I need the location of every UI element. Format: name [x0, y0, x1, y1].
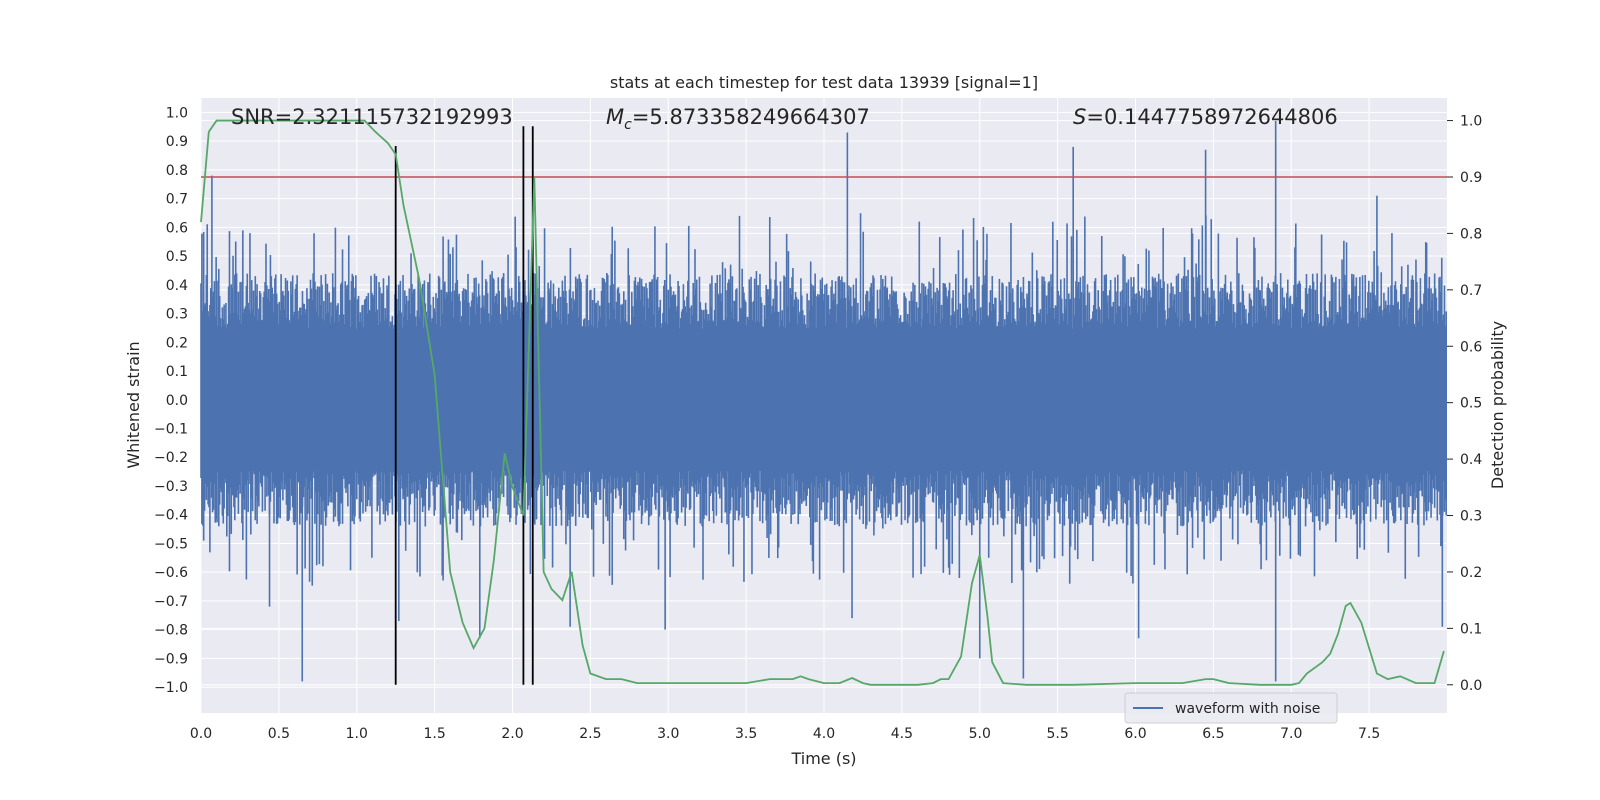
legend-box — [1124, 692, 1338, 724]
legend: waveform with noise — [1124, 692, 1338, 724]
y-left-tick-label: 0.5 — [166, 249, 188, 265]
y-left-tick-label: −0.5 — [154, 536, 188, 552]
y-left-tick-label: −0.7 — [154, 594, 188, 610]
waveform-series — [200, 120, 1448, 682]
x-tick-label: 1.0 — [346, 726, 368, 742]
x-tick-label: 4.5 — [891, 726, 913, 742]
x-tick-label: 0.5 — [268, 726, 290, 742]
x-tick-label: 7.0 — [1280, 726, 1302, 742]
x-tick-label: 6.5 — [1202, 726, 1224, 742]
x-tick-label: 4.0 — [813, 726, 835, 742]
x-tick-label: 3.5 — [735, 726, 757, 742]
s-symbol: S — [1073, 105, 1086, 129]
y-right-tick-label: 0.6 — [1460, 339, 1482, 355]
y-right-tick-label: 0.4 — [1460, 452, 1482, 468]
waveform-core-band — [201, 332, 1447, 468]
chirp-mass-value: =5.873358249664307 — [632, 105, 870, 129]
chirp-mass-annotation: Mc=5.873358249664307 — [606, 105, 870, 133]
x-tick-label: 5.5 — [1046, 726, 1068, 742]
y-left-tick-label: 0.0 — [166, 393, 188, 409]
y-left-tick-label: 0.6 — [166, 220, 188, 236]
legend-label: waveform with noise — [1175, 701, 1320, 717]
x-axis-ticks: 0.0 0.5 1.0 1.5 2.0 2.5 3.0 3.5 4.0 4.5 5.0 5.5 6.0 6… — [190, 726, 1380, 742]
x-tick-label: 5.0 — [969, 726, 991, 742]
y-left-tick-label: 0.2 — [166, 335, 188, 351]
y-right-tick-label: 1.0 — [1460, 114, 1482, 130]
x-tick-label: 2.5 — [579, 726, 601, 742]
y-left-tick-label: −0.1 — [154, 421, 188, 437]
y-right-tick-label: 0.0 — [1460, 678, 1482, 694]
y-left-tick-label: 0.7 — [166, 192, 188, 208]
x-tick-label: 0.0 — [190, 726, 212, 742]
x-tick-label: 7.5 — [1358, 726, 1380, 742]
y-left-tick-label: 1.0 — [166, 105, 188, 121]
y-right-tick-label: 0.5 — [1460, 396, 1482, 412]
x-axis-label: Time (s) — [790, 749, 856, 768]
x-tick-label: 6.0 — [1124, 726, 1146, 742]
y-left-tick-label: −0.6 — [154, 565, 188, 581]
x-tick-label: 3.0 — [657, 726, 679, 742]
overlays — [200, 119, 1447, 686]
y-left-tick-label: −0.2 — [154, 450, 188, 466]
x-tick-label: 1.5 — [423, 726, 445, 742]
y-left-tick-label: −0.3 — [154, 479, 188, 495]
y-right-tick-label: 0.1 — [1460, 621, 1482, 637]
y-right-tick-label: 0.8 — [1460, 226, 1482, 242]
y-left-tick-label: 0.4 — [166, 278, 188, 294]
y-left-tick-label: 0.9 — [166, 134, 188, 150]
s-value: =0.1447758972644806 — [1086, 105, 1337, 129]
y-right-tick-label: 0.2 — [1460, 565, 1482, 581]
y-left-tick-label: −0.9 — [154, 651, 188, 667]
chirp-mass-symbol: M — [606, 105, 624, 129]
y-right-tick-label: 0.9 — [1460, 170, 1482, 186]
chirp-mass-subscript: c — [624, 117, 632, 133]
snr-annotation: SNR=2.321115732192993 — [231, 105, 513, 129]
y-left-tick-label: −0.4 — [154, 508, 188, 524]
y-left-tick-label: −0.8 — [154, 623, 188, 639]
y-left-axis-ticks: 1.0 0.9 0.8 0.7 0.6 0.5 0.4 0.3 0.2 0.1 0.0 −0.1 −0.… — [154, 105, 188, 696]
chart-title: stats at each timestep for test data 139… — [610, 73, 1038, 92]
y-left-tick-label: −1.0 — [154, 680, 188, 696]
y-left-axis-label: Whitened strain — [124, 341, 143, 468]
x-tick-label: 2.0 — [501, 726, 523, 742]
y-right-tick-label: 0.7 — [1460, 283, 1482, 299]
y-left-tick-label: 0.8 — [166, 163, 188, 179]
detection-probability-line — [200, 119, 1445, 686]
s-annotation: S=0.1447758972644806 — [1073, 105, 1338, 129]
y-left-tick-label: 0.3 — [166, 307, 188, 323]
y-right-axis-ticks: 1.0 0.9 0.8 0.7 0.6 0.5 0.4 0.3 0.2 0.1 0.0 — [1447, 114, 1482, 694]
y-left-tick-label: 0.1 — [166, 364, 188, 380]
y-right-tick-label: 0.3 — [1460, 509, 1482, 525]
y-right-axis-label: Detection probability — [1488, 321, 1507, 489]
